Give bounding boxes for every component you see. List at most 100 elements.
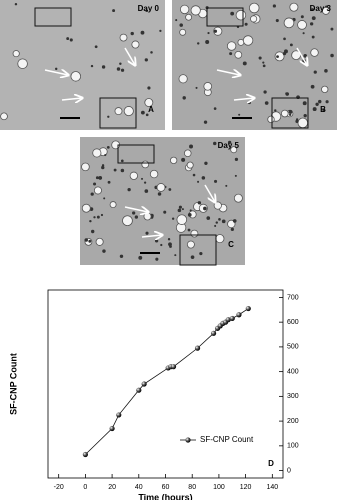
cell (190, 229, 199, 238)
cell (288, 113, 292, 116)
cell (233, 193, 243, 203)
cell (295, 119, 299, 123)
arrow (124, 47, 135, 65)
cell (289, 43, 293, 47)
cell (93, 216, 96, 219)
cell (106, 145, 110, 149)
cell (91, 229, 95, 234)
cell (143, 181, 147, 184)
arrow (216, 70, 240, 75)
cell (215, 221, 218, 224)
cell (248, 2, 260, 14)
cell (167, 238, 171, 241)
cell (90, 192, 94, 196)
cell (214, 179, 218, 183)
cell (93, 186, 102, 195)
cell (144, 98, 154, 107)
cell (225, 184, 228, 187)
cell (160, 243, 163, 247)
cell (227, 219, 236, 229)
cell (197, 180, 200, 183)
arrow (141, 235, 162, 237)
cell (302, 32, 305, 35)
cell (170, 156, 178, 165)
micrograph: Day 3 B (172, 0, 337, 130)
data-point (194, 345, 201, 351)
cell (276, 55, 279, 58)
cell (66, 37, 70, 41)
y-axis-label: SF-CNP Count (8, 353, 18, 415)
cell (114, 107, 123, 116)
cell (119, 254, 124, 259)
cell (283, 37, 286, 41)
cell (321, 85, 329, 94)
cell (138, 255, 143, 260)
cell (203, 82, 213, 91)
cell (81, 162, 90, 172)
cell (213, 26, 223, 36)
cell (310, 84, 315, 89)
cell (120, 68, 125, 72)
panel-label: C (228, 240, 234, 249)
cell (309, 22, 314, 26)
cell (179, 23, 183, 27)
cell (187, 228, 191, 232)
cell (234, 174, 237, 177)
cell (70, 71, 82, 82)
y-tick-label: 700 (287, 294, 299, 301)
cell (179, 4, 190, 15)
cell (272, 4, 276, 8)
cell (263, 90, 267, 94)
cell (127, 187, 131, 192)
cell (145, 231, 149, 235)
cell (100, 213, 104, 217)
cell (143, 212, 152, 221)
inset-box (271, 97, 309, 129)
arrow (296, 47, 307, 65)
x-tick-label: -20 (54, 484, 64, 491)
cell (274, 51, 285, 62)
cell (54, 67, 58, 71)
cell (235, 9, 247, 21)
cell (203, 120, 208, 124)
cell (274, 109, 277, 112)
cell (140, 110, 145, 115)
cell (264, 101, 269, 105)
y-tick-label: 500 (287, 344, 299, 351)
cell (297, 117, 309, 129)
cell (102, 249, 106, 253)
cell (144, 58, 148, 62)
cell (154, 239, 159, 243)
cell (141, 160, 150, 169)
cell (95, 237, 104, 246)
cell (178, 205, 182, 209)
cell (94, 45, 98, 49)
x-tick-label: 80 (188, 484, 196, 491)
panel-label: A (148, 105, 154, 114)
cell (310, 48, 319, 57)
cell (229, 52, 233, 56)
cell (149, 169, 159, 179)
data-point (82, 451, 88, 458)
arrow (124, 207, 148, 212)
cell (181, 157, 186, 162)
cell (168, 188, 172, 191)
cell (163, 210, 167, 214)
cell (101, 164, 105, 167)
x-tick-label: 0 (83, 484, 87, 491)
cell (288, 109, 293, 114)
x-tick-label: 100 (213, 484, 225, 491)
cell (95, 176, 99, 180)
micrograph: Day 5 C (80, 137, 245, 266)
cell (107, 180, 111, 184)
cell (234, 157, 239, 162)
cell (302, 101, 307, 106)
cell (88, 239, 92, 243)
series-line (85, 308, 249, 455)
cell (183, 149, 192, 158)
cell (230, 227, 234, 232)
y-tick-label: 300 (287, 393, 299, 400)
cell (330, 53, 334, 58)
data-point (116, 412, 122, 418)
cell (0, 112, 8, 121)
